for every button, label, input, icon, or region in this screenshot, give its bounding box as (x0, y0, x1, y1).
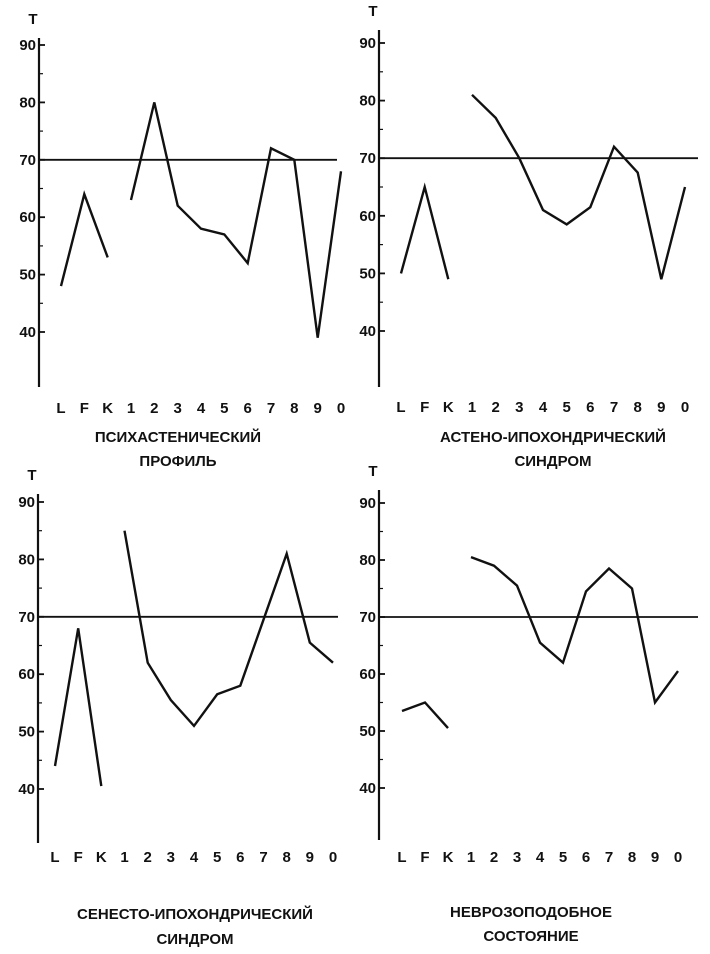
panel-3-y-tick-label: 70 (18, 609, 35, 626)
panel-3-x-tick-label: L (50, 849, 59, 866)
panel-2-caption-line-1: АСТЕНО-ИПОХОНДРИЧЕСКИЙ (440, 428, 666, 446)
panel-3-y-tick-label: 50 (18, 724, 35, 741)
panel-2-series-1-line (399, 182, 450, 280)
panel-4-x-tick-label: 3 (513, 849, 521, 866)
panel-3-caption-line-2: СИНДРОМ (156, 931, 233, 948)
panel-3-series-2-line (123, 530, 334, 728)
panel-1-x-tick-label: L (56, 400, 65, 417)
panel-1-caption-line-2: ПРОФИЛЬ (139, 453, 216, 470)
panel-4-x-tick-label: 9 (651, 849, 659, 866)
panel-4-x-tick-label: F (420, 849, 429, 866)
panel-4-x-tick-label: 1 (467, 849, 475, 866)
panel-4-series-2-line (470, 555, 679, 706)
panel-3-x-tick-label: 2 (143, 849, 151, 866)
panel-3-y-tick-label: 40 (18, 781, 35, 798)
panel-3-x-tick-label: 0 (329, 849, 337, 866)
panel-1-x-tick-label: 4 (197, 400, 206, 417)
panel-1-y-tick-label: 40 (19, 324, 36, 341)
panel-2-y-tick-label: 80 (359, 93, 376, 110)
panel-1-x-tick-label: F (80, 400, 89, 417)
panel-3-x-tick-label: 5 (213, 849, 221, 866)
panel-1-x-tick-label: 2 (150, 400, 158, 417)
panel-3-x-tick-label: 7 (259, 849, 267, 866)
panel-4-x-tick-label: 5 (559, 849, 567, 866)
panel-2-caption-line-2: СИНДРОМ (514, 453, 591, 470)
panel-2-x-tick-label: 3 (515, 399, 523, 416)
panel-2-x-tick-label: 7 (610, 399, 618, 416)
panel-4-y-tick-label: 70 (359, 609, 376, 626)
panel-3-x-tick-label: 4 (190, 849, 199, 866)
panel-1-caption-line-1: ПСИХАСТЕНИЧЕСКИЙ (95, 428, 261, 446)
panel-1-x-tick-label: 3 (173, 400, 181, 417)
panel-4-axis-symbol: T (368, 463, 377, 480)
panel-1-axis-symbol: T (28, 11, 37, 28)
panel-4-x-tick-label: L (397, 849, 406, 866)
panel-3-y-tick-label: 80 (18, 551, 35, 568)
panel-2-x-tick-label: 2 (491, 399, 499, 416)
panel-4-y-tick-label: 90 (359, 495, 376, 512)
panel-3-y-tick-label: 90 (18, 494, 35, 511)
panel-1-y-tick-label: 80 (19, 94, 36, 111)
panel-4-y-tick-label: 40 (359, 780, 376, 797)
panel-4-y-tick-label: 60 (359, 666, 376, 683)
panel-4-series-1-line (401, 701, 449, 729)
panel-2-y-tick-label: 40 (359, 323, 376, 340)
panel-1-series-2-line (129, 102, 343, 338)
panel-1-x-tick-label: 0 (337, 400, 345, 417)
panel-2-x-tick-label: 9 (657, 399, 665, 416)
panel-3-axis-symbol: T (27, 467, 36, 484)
panel-3-y-tick-label: 60 (18, 666, 35, 683)
panel-1-x-tick-label: 7 (267, 400, 275, 417)
panel-3-x-tick-label: 3 (167, 849, 175, 866)
panel-2-x-tick-label: 1 (468, 399, 476, 416)
panel-1-y-tick-label: 60 (19, 209, 36, 226)
panel-4-x-tick-label: 0 (674, 849, 682, 866)
panel-4-x-tick-label: 7 (605, 849, 613, 866)
panel-4-x-tick-label: 2 (490, 849, 498, 866)
panel-4-caption-line-2: СОСТОЯНИЕ (483, 928, 578, 945)
panel-2-series-2-line (471, 93, 687, 280)
panel-3-caption-line-1: СЕНЕСТО-ИПОХОНДРИЧЕСКИЙ (77, 905, 313, 923)
panel-2-y-tick-label: 60 (359, 208, 376, 225)
panel-4-x-tick-label: 4 (536, 849, 545, 866)
panel-3-series-1-line (53, 628, 103, 787)
panel-4-x-tick-label: 6 (582, 849, 590, 866)
panel-3-x-tick-label: F (74, 849, 83, 866)
panel-3-x-tick-label: K (96, 849, 107, 866)
panel-4-y-tick-label: 80 (359, 552, 376, 569)
panel-1-x-tick-label: 8 (290, 400, 298, 417)
panel-2-x-tick-label: 8 (633, 399, 641, 416)
panel-1-x-tick-label: 5 (220, 400, 228, 417)
panel-2-x-tick-label: L (396, 399, 405, 416)
panel-2-y-tick-label: 50 (359, 265, 376, 282)
panel-4-caption-line-1: НЕВРОЗОПОДОБНОЕ (450, 904, 612, 921)
panel-1-x-tick-label: 9 (313, 400, 321, 417)
panel-3-x-tick-label: 1 (120, 849, 128, 866)
panel-2-x-tick-label: 4 (539, 399, 548, 416)
panel-1-x-tick-label: 1 (127, 400, 135, 417)
panel-4-y-tick-label: 50 (359, 723, 376, 740)
panel-3-x-tick-label: 8 (282, 849, 290, 866)
panel-1-y-tick-label: 50 (19, 267, 36, 284)
panel-2-x-tick-label: 6 (586, 399, 594, 416)
panel-1-series-1-line (59, 190, 109, 287)
panel-2-x-tick-label: K (443, 399, 454, 416)
panel-1-y-tick-label: 90 (19, 37, 36, 54)
panel-4-x-tick-label: K (443, 849, 454, 866)
panel-1-y-tick-label: 70 (19, 152, 36, 169)
panel-3-x-tick-label: 9 (306, 849, 314, 866)
panel-1-x-tick-label: K (102, 400, 113, 417)
panel-3-x-tick-label: 6 (236, 849, 244, 866)
panel-2-y-tick-label: 70 (359, 150, 376, 167)
panel-2-x-tick-label: 0 (681, 399, 689, 416)
panel-2-x-tick-label: F (420, 399, 429, 416)
panel-2-x-tick-label: 5 (562, 399, 570, 416)
panel-4-x-tick-label: 8 (628, 849, 636, 866)
panel-2-y-tick-label: 90 (359, 35, 376, 52)
panel-2-axis-symbol: T (368, 3, 377, 20)
panel-1-x-tick-label: 6 (243, 400, 251, 417)
